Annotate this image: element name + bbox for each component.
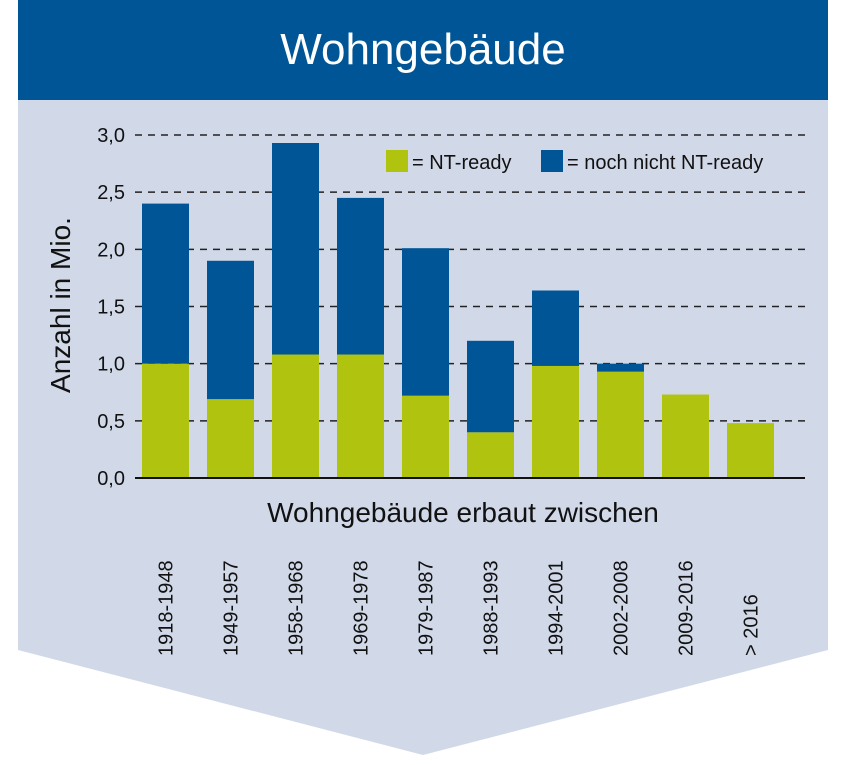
x-tick-label: 2009-2016 — [676, 560, 698, 656]
y-tick-label: 1,0 — [97, 354, 125, 376]
legend-label-nt-ready: = NT-ready — [412, 152, 511, 174]
bar-nt-ready — [662, 394, 709, 478]
y-tick-label: 2,5 — [97, 182, 125, 204]
header-band — [18, 0, 828, 100]
x-tick-label: 1988-1993 — [481, 560, 503, 656]
x-axis-label: Wohngebäude erbaut zwischen — [267, 497, 659, 528]
bar-nt-ready — [532, 365, 579, 478]
y-tick-label: 1,5 — [97, 297, 125, 319]
bar-nt-ready — [467, 432, 514, 478]
y-tick-label: 2,0 — [97, 239, 125, 261]
x-tick-label: 1969-1978 — [351, 560, 373, 656]
bar-not-ready — [337, 197, 384, 355]
bar-not-ready — [532, 290, 579, 366]
x-tick-label: > 2016 — [741, 594, 763, 656]
page-title: Wohngebäude — [280, 25, 565, 74]
y-axis-label: Anzahl in Mio. — [45, 217, 76, 393]
y-tick-label: 3,0 — [97, 125, 125, 147]
bar-nt-ready — [337, 354, 384, 478]
bar-not-ready — [467, 340, 514, 433]
bar-not-ready — [142, 203, 189, 364]
bar-not-ready — [272, 143, 319, 355]
bar-nt-ready — [207, 399, 254, 478]
bar-not-ready — [402, 248, 449, 396]
bar-nt-ready — [597, 371, 644, 478]
legend-swatch-nt-ready — [386, 150, 408, 172]
bar-not-ready — [597, 363, 644, 372]
x-tick-label: 2002-2008 — [611, 560, 633, 656]
x-tick-label: 1994-2001 — [546, 560, 568, 656]
bar-nt-ready — [727, 423, 774, 478]
y-tick-label: 0,5 — [97, 411, 125, 433]
legend-label-not-ready: = noch nicht NT-ready — [567, 152, 763, 174]
bar-nt-ready — [272, 354, 319, 478]
x-tick-label: 1958-1968 — [286, 560, 308, 656]
x-tick-label: 1918-1948 — [156, 560, 178, 656]
legend-swatch-not-ready — [541, 150, 563, 172]
x-tick-label: 1979-1987 — [416, 560, 438, 656]
legend: = NT-ready = noch nicht NT-ready — [386, 150, 763, 174]
bar-not-ready — [207, 260, 254, 400]
bar-nt-ready — [142, 363, 189, 478]
bar-nt-ready — [402, 395, 449, 478]
y-tick-label: 0,0 — [97, 468, 125, 490]
x-tick-label: 1949-1957 — [221, 560, 243, 656]
